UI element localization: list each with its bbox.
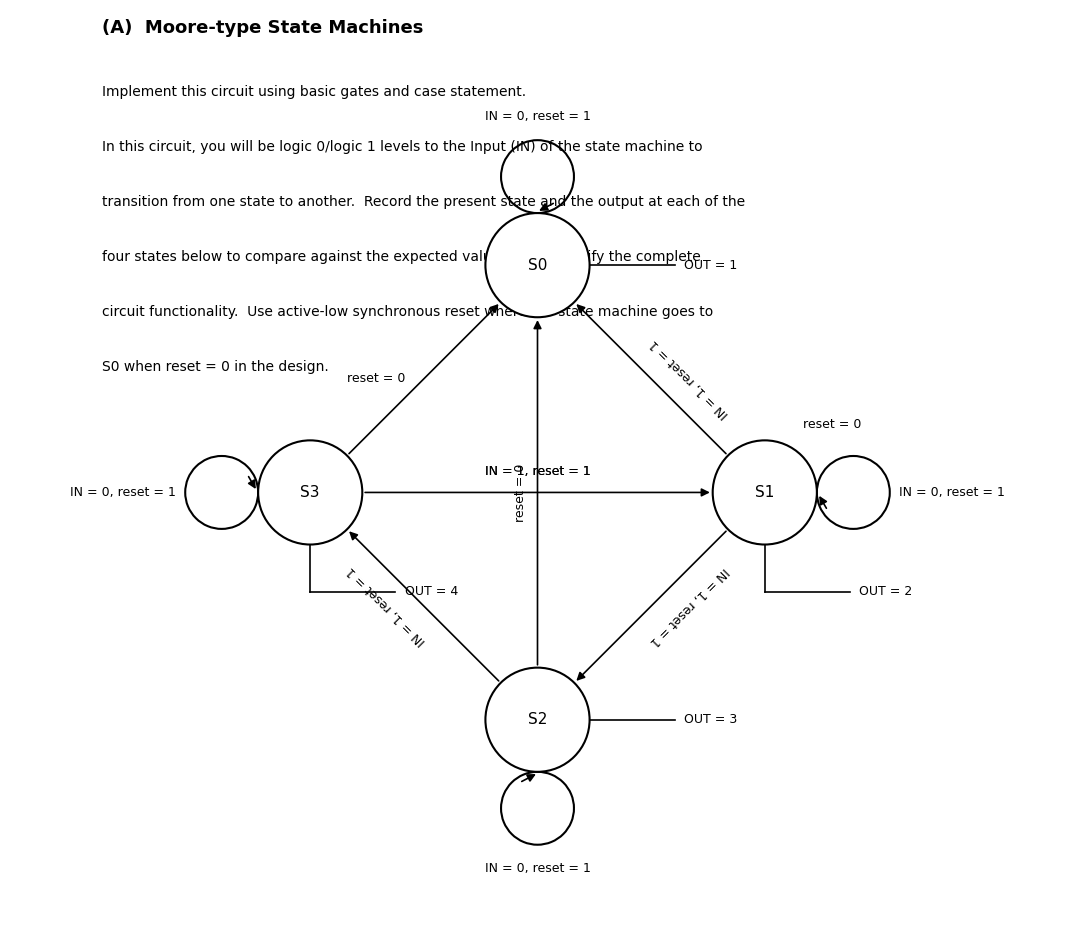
- Text: IN = 1, reset = 1: IN = 1, reset = 1: [647, 564, 731, 648]
- Circle shape: [486, 668, 589, 772]
- Text: IN = 1, reset = 1: IN = 1, reset = 1: [344, 564, 428, 648]
- Text: IN = 1, reset = 1: IN = 1, reset = 1: [485, 465, 590, 478]
- Circle shape: [258, 440, 362, 545]
- Text: OUT = 1: OUT = 1: [685, 259, 737, 272]
- Text: IN = 0, reset = 1: IN = 0, reset = 1: [70, 486, 175, 499]
- Text: circuit functionality.  Use active-low synchronous reset where the state machine: circuit functionality. Use active-low sy…: [102, 305, 713, 319]
- Text: Implement this circuit using basic gates and case statement.: Implement this circuit using basic gates…: [102, 85, 526, 99]
- Text: S0: S0: [528, 258, 547, 273]
- Text: reset = 0: reset = 0: [803, 418, 861, 431]
- Circle shape: [713, 440, 817, 545]
- Text: S3: S3: [301, 485, 320, 500]
- Text: IN = 0, reset = 1: IN = 0, reset = 1: [900, 486, 1005, 499]
- Text: IN = 0, reset = 1: IN = 0, reset = 1: [485, 862, 590, 875]
- Text: four states below to compare against the expected values, and to verify the comp: four states below to compare against the…: [102, 250, 701, 264]
- Text: reset = 0: reset = 0: [347, 372, 405, 385]
- Text: S2: S2: [528, 712, 547, 727]
- Text: transition from one state to another.  Record the present state and the output a: transition from one state to another. Re…: [102, 195, 745, 209]
- Text: IN = 0, reset = 1: IN = 0, reset = 1: [485, 110, 590, 123]
- Text: OUT = 3: OUT = 3: [685, 713, 737, 726]
- Text: (A)  Moore-type State Machines: (A) Moore-type State Machines: [102, 19, 424, 37]
- Text: OUT = 2: OUT = 2: [860, 585, 913, 599]
- Text: S1: S1: [755, 485, 774, 500]
- Circle shape: [486, 213, 589, 317]
- Text: OUT = 4: OUT = 4: [405, 585, 458, 599]
- Text: IN = 1, reset = 1: IN = 1, reset = 1: [647, 337, 731, 420]
- Text: reset = 0: reset = 0: [514, 463, 527, 522]
- Text: S0 when reset = 0 in the design.: S0 when reset = 0 in the design.: [102, 360, 329, 374]
- Text: In this circuit, you will be logic 0/logic 1 levels to the Input (IN) of the sta: In this circuit, you will be logic 0/log…: [102, 140, 702, 154]
- Text: IN = 1, reset = 1: IN = 1, reset = 1: [485, 465, 590, 478]
